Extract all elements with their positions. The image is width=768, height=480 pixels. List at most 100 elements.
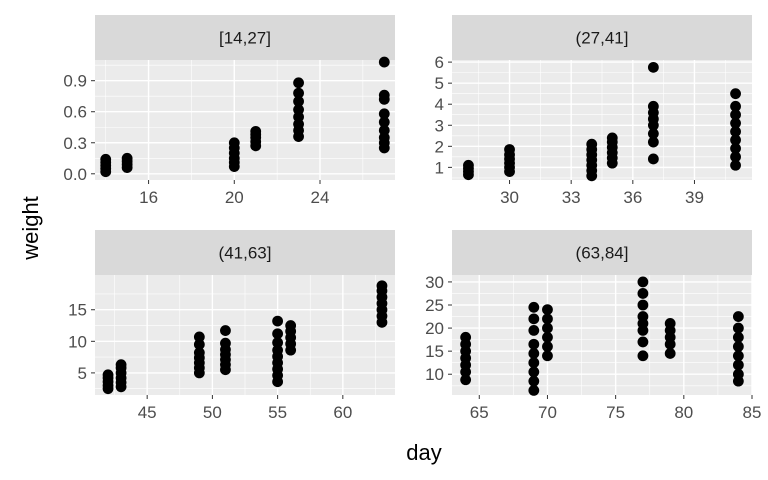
data-point [730,88,741,100]
data-point [378,124,390,136]
data-point [732,359,744,371]
data-point [730,117,741,129]
data-point [378,116,390,128]
data-point [647,100,659,112]
data-point [732,368,744,380]
x-tick-label: 70 [538,403,557,422]
y-tick-label: 0.0 [63,165,87,184]
data-point [542,313,553,325]
data-point [606,132,618,144]
data-point [732,350,744,362]
data-point [542,341,553,352]
data-point [528,324,540,336]
data-point [460,374,472,386]
data-point [528,366,540,378]
data-point [586,138,598,150]
data-point [664,318,676,329]
data-point [730,159,741,171]
data-point [102,369,114,381]
x-tick-label: 30 [500,188,519,207]
data-point [293,104,304,116]
strip-background [95,15,395,60]
y-tick-label: 6 [435,53,444,72]
y-tick-label: 4 [435,95,444,114]
y-tick-label: 15 [425,342,444,361]
x-tick-label: 60 [333,403,352,422]
data-point [542,350,553,362]
data-point [285,320,297,331]
strip-label: (27,41] [576,29,629,48]
data-point [732,322,744,334]
data-point [220,337,231,349]
x-tick-label: 50 [203,403,222,422]
data-point [647,61,659,73]
data-point [637,276,649,288]
data-point [293,77,304,89]
strip-background [452,230,752,275]
data-point [378,89,390,101]
data-point [272,328,284,340]
data-point [542,304,553,316]
data-point [528,357,540,369]
data-point [504,144,515,155]
y-tick-label: 20 [425,319,444,338]
x-tick-label: 55 [268,403,287,422]
y-tick-label: 2 [435,137,444,156]
facet-panel: (27,41] 30 33 36 39 1 2 3 4 5 6 [435,15,752,207]
y-tick-label: 0.9 [63,72,87,91]
strip-background [452,15,752,60]
data-point [647,153,659,165]
data-point [730,143,741,154]
x-tick-label: 20 [225,188,244,207]
data-point [228,137,240,149]
data-point [730,100,741,112]
y-tick-label: 30 [425,273,444,292]
y-tick-label: 25 [425,296,444,315]
data-point [730,126,741,137]
data-point [272,337,284,348]
panel-background [452,275,752,395]
data-point [378,108,390,120]
data-point [293,87,304,99]
x-tick-label: 85 [743,403,762,422]
y-tick-label: 0.3 [63,134,87,153]
data-point [732,331,744,343]
facet-panel: [14,27] 16 20 24 0.0 0.3 0.6 0.9 [63,15,395,207]
data-point [528,348,540,359]
x-tick-label: 65 [470,403,489,422]
data-point [463,159,474,171]
data-point [193,331,205,343]
data-point [637,311,649,322]
strip-label: (63,84] [576,244,629,263]
x-tick-label: 80 [674,403,693,422]
data-point [193,339,205,350]
data-point [647,136,659,148]
panel-background [95,60,395,180]
data-point [637,299,649,311]
data-point [637,350,649,362]
data-point [528,384,540,396]
x-tick-label: 39 [685,188,704,207]
x-tick-label: 24 [311,188,330,207]
y-tick-label: 5 [435,74,444,93]
strip-label: [14,27] [219,29,271,48]
data-point [528,375,540,387]
data-point [730,151,741,163]
data-point [115,359,127,371]
data-point [528,338,540,350]
x-tick-label: 36 [623,188,642,207]
data-point [647,128,659,140]
data-point [732,311,744,322]
data-point [664,348,676,359]
data-point [378,56,390,68]
y-tick-label: 15 [68,301,87,320]
data-point [542,331,553,343]
data-point [732,341,744,352]
y-tick-label: 0.6 [63,103,87,122]
data-point [272,315,284,327]
data-point [730,134,741,146]
x-tick-label: 16 [139,188,158,207]
x-tick-label: 33 [562,188,581,207]
data-point [637,336,649,348]
